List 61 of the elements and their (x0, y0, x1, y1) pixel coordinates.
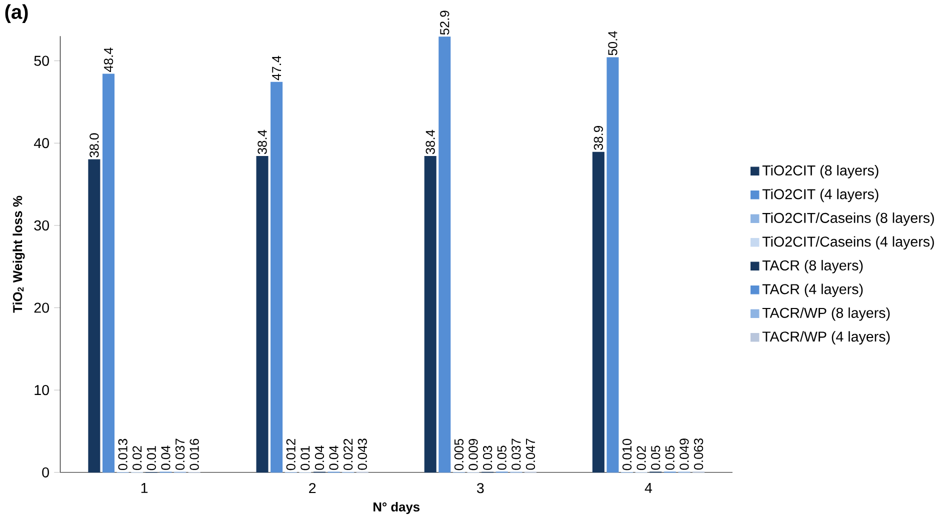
x-tick-label: 4 (644, 482, 652, 493)
data-label: 52.9 (440, 10, 450, 35)
data-label: 0.05 (651, 446, 660, 470)
data-label: 0.012 (286, 438, 296, 470)
bar (592, 152, 604, 472)
legend-label: TACR/WP (8 layers) (762, 307, 890, 321)
data-label: 0.04 (161, 445, 170, 470)
y-tick-label: 0 (42, 467, 49, 478)
y-tick-label: 30 (34, 220, 49, 230)
data-label: 0.03 (482, 446, 492, 470)
data-label: 0.05 (497, 446, 506, 470)
x-tick-label: 2 (309, 482, 316, 493)
data-label: 0.047 (526, 438, 536, 470)
x-tick-label: 3 (476, 482, 484, 494)
data-label: 0.043 (358, 438, 367, 470)
bar (256, 156, 268, 472)
bar (606, 57, 619, 472)
data-label: 0.022 (344, 438, 353, 470)
data-label: 0.05 (665, 446, 674, 470)
data-label: 47.4 (272, 56, 281, 80)
legend-label: TACR (8 layers) (762, 260, 863, 274)
legend-label: TACR (4 layers) (762, 284, 863, 297)
legend-label: TiO2CIT (4 layers) (762, 188, 878, 202)
data-label: 0.01 (146, 446, 156, 470)
bar (424, 156, 436, 472)
data-label: 38.0 (90, 133, 99, 158)
bar (88, 159, 100, 472)
data-label: 0.016 (190, 438, 199, 470)
data-label: 0.009 (468, 438, 478, 470)
bar (438, 36, 451, 472)
y-tick-label: 20 (34, 302, 49, 313)
data-label: 0.01 (300, 446, 310, 470)
data-label: 38.9 (594, 126, 603, 150)
data-label: 0.04 (314, 445, 324, 470)
data-label: 0.037 (175, 438, 185, 470)
y-axis-title: TiO$_{2}$ Weight loss % (12, 196, 25, 313)
data-label: 0.010 (622, 438, 632, 470)
data-label: 0.02 (636, 446, 646, 470)
data-label: 0.049 (680, 438, 689, 470)
y-tick-label: 40 (34, 138, 49, 148)
data-label: 0.013 (118, 438, 128, 470)
y-tick-label: 50 (34, 56, 49, 66)
legend-label: TiO2CIT/Caseins (8 layers) (762, 212, 934, 226)
x-axis-title: N° days (374, 502, 420, 514)
data-label: 50.4 (608, 30, 618, 56)
legend-label: TiO2CIT/Caseins (4 layers) (762, 236, 934, 250)
chart-title: (a) (5, 4, 28, 23)
legend-label: TACR/WP (4 layers) (762, 331, 890, 344)
data-label: 0.037 (512, 438, 521, 470)
y-tick-label: 10 (34, 384, 49, 395)
data-label: 48.4 (104, 47, 114, 72)
bar (270, 82, 283, 472)
x-tick-label: 1 (141, 482, 148, 493)
data-label: 0.02 (132, 446, 142, 470)
legend-label: TiO2CIT (8 layers) (762, 164, 878, 178)
data-label: 0.063 (694, 438, 704, 470)
bar (102, 74, 115, 472)
data-label: 38.4 (426, 130, 435, 154)
data-label: 0.04 (329, 445, 338, 470)
data-label: 0.005 (454, 438, 464, 470)
data-label: 38.4 (258, 130, 267, 154)
